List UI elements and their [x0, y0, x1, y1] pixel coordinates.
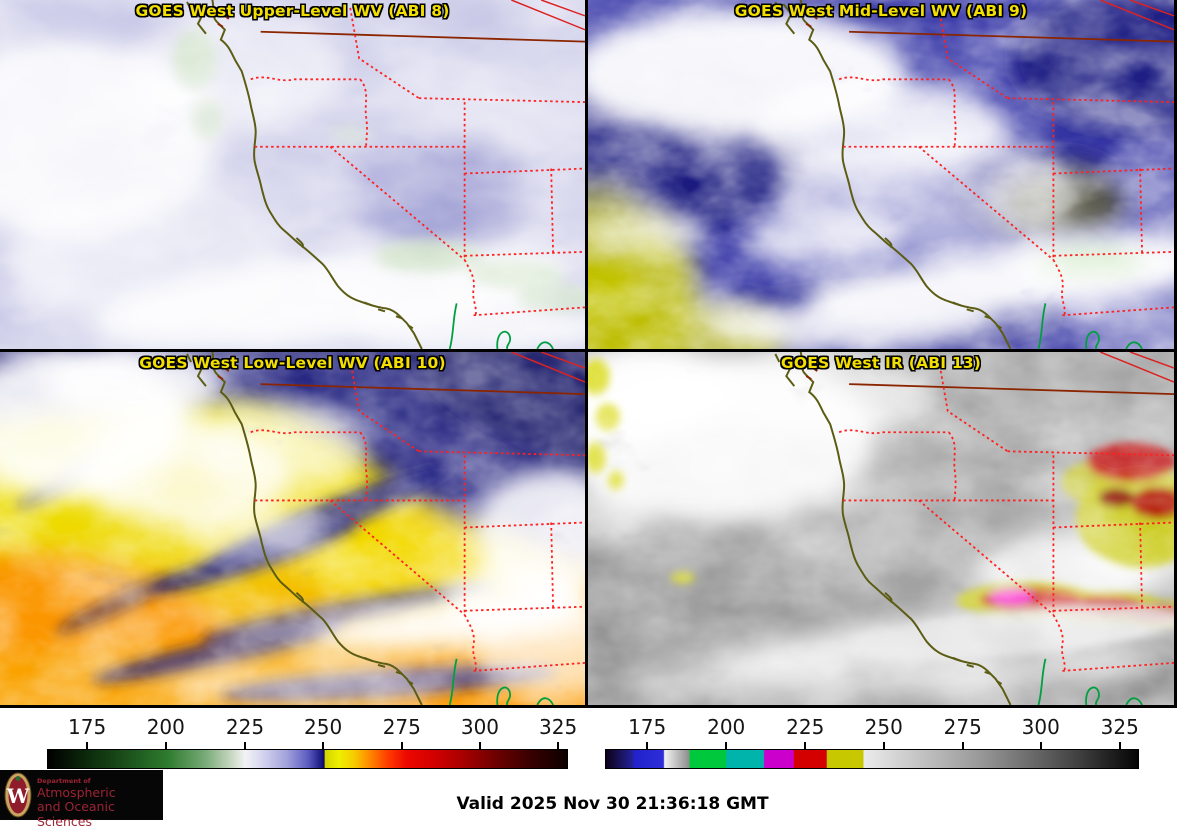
colorbar-row: 175 200 225 250 275 300 325 175 200 225 …	[0, 708, 1177, 770]
low-level-wv-image	[0, 352, 585, 705]
ir-tick-mark	[804, 742, 807, 749]
wv-colorbar-gradient	[47, 749, 568, 769]
ir-tick-label: 200	[707, 715, 746, 739]
panel-low-level-wv: GOES West Low-Level WV (ABI 10)	[0, 352, 585, 705]
wv-tick-mark	[322, 742, 325, 749]
ir-tick-label: 250	[864, 715, 903, 739]
logo-atmospheric-line: Atmospheric	[37, 785, 116, 800]
ir-tick-mark	[961, 742, 964, 749]
logo-dept-line: Department of	[37, 777, 91, 785]
wv-tick-mark	[557, 742, 560, 749]
wv-tick-label: 200	[146, 715, 185, 739]
ir-tick-mark	[882, 742, 885, 749]
ir-tick-label: 325	[1100, 715, 1139, 739]
panel-mid-level-wv: GOES West Mid-Level WV (ABI 9)	[588, 0, 1174, 349]
panel-title-abi10: GOES West Low-Level WV (ABI 10)	[139, 354, 446, 372]
ir-tick-label: 175	[628, 715, 667, 739]
upper-level-wv-image	[0, 0, 585, 349]
ir-tick-mark	[1039, 742, 1042, 749]
mid-level-wv-image	[588, 0, 1174, 349]
wv-tick-label: 325	[539, 715, 578, 739]
wv-tick-label: 175	[68, 715, 107, 739]
valid-timestamp: Valid 2025 Nov 30 21:36:18 GMT	[456, 794, 769, 814]
ir-tick-label: 275	[943, 715, 982, 739]
ir-tick-mark	[725, 742, 728, 749]
ir-tick-label: 225	[786, 715, 825, 739]
wv-tick-mark	[164, 742, 167, 749]
crest-monogram: W	[6, 784, 30, 808]
panel-title-abi13: GOES West IR (ABI 13)	[780, 354, 982, 372]
uw-crest-icon: W	[4, 772, 32, 818]
wv-tick-label: 225	[225, 715, 265, 739]
satellite-quad-grid: GOES West Upper-Level WV (ABI 8)	[0, 0, 1177, 708]
ir-tick-mark	[1118, 742, 1121, 749]
panel-title-abi9: GOES West Mid-Level WV (ABI 9)	[734, 2, 1028, 20]
ir-tick-label: 300	[1021, 715, 1060, 739]
wv-tick-mark	[86, 742, 89, 749]
ir-colorbar-gradient	[605, 749, 1139, 769]
wv-tick-label: 300	[460, 715, 500, 739]
panel-upper-level-wv: GOES West Upper-Level WV (ABI 8)	[0, 0, 585, 349]
panel-ir: GOES West IR (ABI 13)	[588, 352, 1174, 705]
wv-colorbar: 175 200 225 250 275 300 325	[47, 708, 577, 770]
ir-image	[588, 352, 1174, 705]
panel-title-abi8: GOES West Upper-Level WV (ABI 8)	[135, 2, 450, 20]
wv-tick-mark	[243, 742, 246, 749]
ir-tick-mark	[646, 742, 649, 749]
wv-tick-mark	[400, 742, 403, 749]
ir-colorbar: 175 200 225 250 275 300 325	[605, 708, 1139, 770]
wv-tick-mark	[478, 742, 481, 749]
wv-tick-label: 275	[382, 715, 421, 739]
wv-tick-label: 250	[304, 715, 343, 739]
